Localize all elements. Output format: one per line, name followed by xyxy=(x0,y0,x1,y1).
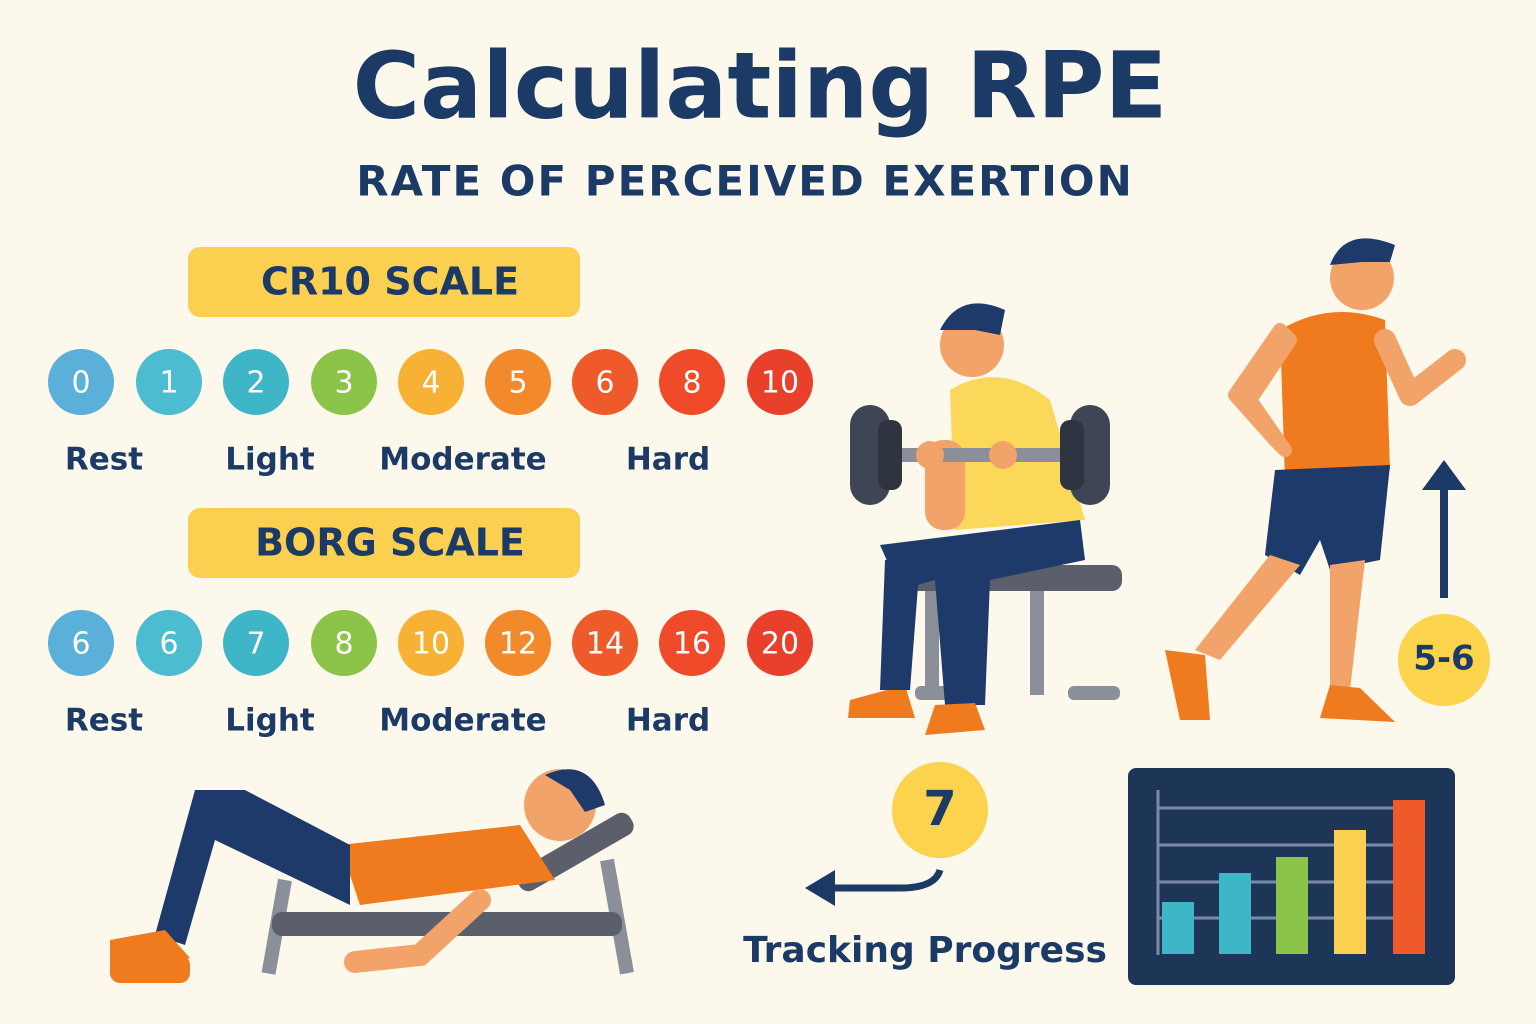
level-number: 5 xyxy=(508,366,527,401)
level-number: 0 xyxy=(71,366,90,401)
level-label: Light xyxy=(225,442,315,478)
left-arrow-head xyxy=(805,870,835,906)
level-number: 8 xyxy=(682,366,701,401)
level-number: 4 xyxy=(421,366,440,401)
left-arrow xyxy=(828,868,944,892)
level-number: 8 xyxy=(334,627,353,662)
level-label: Moderate xyxy=(379,442,546,478)
running-badge: 5-6 xyxy=(1413,639,1474,679)
level-circle xyxy=(136,610,202,676)
level-circle xyxy=(485,610,551,676)
level-number: 12 xyxy=(499,627,537,662)
scale-title: CR10 SCALE xyxy=(261,260,519,304)
level-circle xyxy=(223,349,289,415)
level-number: 20 xyxy=(761,627,799,662)
level-number: 7 xyxy=(246,627,265,662)
level-number: 6 xyxy=(595,366,614,401)
tracking-badge: 7 xyxy=(923,781,956,837)
level-number: 2 xyxy=(246,366,265,401)
tracking-label: Tracking Progress xyxy=(743,930,1107,971)
scale-header xyxy=(188,508,580,578)
level-circle xyxy=(572,610,638,676)
level-number: 6 xyxy=(159,627,178,662)
level-circle xyxy=(659,610,725,676)
level-circle xyxy=(659,349,725,415)
level-number: 1 xyxy=(159,366,178,401)
level-number: 6 xyxy=(71,627,90,662)
level-circle xyxy=(311,349,377,415)
up-arrow-head xyxy=(1422,460,1466,490)
level-circle xyxy=(48,610,114,676)
level-label: Light xyxy=(225,703,315,739)
level-label: Rest xyxy=(65,703,143,739)
level-circle xyxy=(747,349,813,415)
level-label: Moderate xyxy=(379,703,546,739)
level-circle xyxy=(572,349,638,415)
level-circle xyxy=(136,349,202,415)
level-circle xyxy=(398,349,464,415)
bench-press-figure xyxy=(110,769,634,983)
badge-circle xyxy=(892,762,988,858)
level-circle xyxy=(747,610,813,676)
progress-chart-icon xyxy=(1128,768,1455,985)
title: Calculating RPE xyxy=(353,32,1168,139)
level-number: 10 xyxy=(761,366,799,401)
level-circle xyxy=(223,610,289,676)
level-circle xyxy=(311,610,377,676)
scale-title: BORG SCALE xyxy=(255,521,525,565)
level-number: 10 xyxy=(412,627,450,662)
level-label: Rest xyxy=(65,442,143,478)
level-circle xyxy=(485,349,551,415)
subtitle: RATE OF PERCEIVED EXERTION xyxy=(356,157,1134,206)
level-number: 16 xyxy=(673,627,711,662)
level-label: Hard xyxy=(626,442,710,478)
level-number: 3 xyxy=(334,366,353,401)
curl-figure xyxy=(848,303,1122,735)
scale-header xyxy=(188,247,580,317)
runner-figure xyxy=(1165,238,1466,722)
level-circle xyxy=(48,349,114,415)
level-circle xyxy=(398,610,464,676)
badge-circle xyxy=(1398,614,1490,706)
level-label: Hard xyxy=(626,703,710,739)
level-number: 14 xyxy=(586,627,624,662)
